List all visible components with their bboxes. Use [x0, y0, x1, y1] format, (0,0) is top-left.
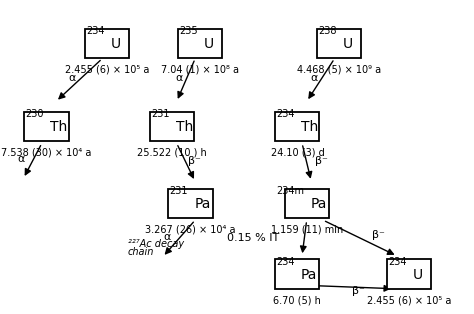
Bar: [150, 111, 194, 141]
Text: 234: 234: [276, 257, 295, 267]
Text: 234m: 234m: [276, 186, 304, 196]
Text: 235: 235: [179, 26, 198, 36]
Text: Pa: Pa: [310, 198, 327, 211]
Bar: [275, 111, 319, 141]
Text: 234: 234: [276, 109, 295, 119]
Text: 1.159 (11) min: 1.159 (11) min: [271, 225, 343, 235]
Text: 4.468 (5) × 10⁹ a: 4.468 (5) × 10⁹ a: [297, 65, 381, 74]
Bar: [25, 111, 69, 141]
Text: α: α: [164, 232, 171, 242]
Text: Th: Th: [50, 121, 67, 134]
Text: chain: chain: [128, 247, 154, 257]
Text: U: U: [412, 268, 423, 282]
Text: α: α: [18, 154, 25, 165]
Text: 231: 231: [170, 186, 188, 196]
Text: β⁻: β⁻: [315, 156, 328, 166]
Text: U: U: [203, 37, 214, 51]
Text: Pa: Pa: [194, 198, 210, 211]
Text: 6.70 (5) h: 6.70 (5) h: [273, 295, 321, 305]
Bar: [178, 29, 222, 58]
Text: α: α: [310, 73, 317, 83]
Text: α: α: [68, 73, 76, 83]
Bar: [85, 29, 129, 58]
Text: 230: 230: [26, 109, 44, 119]
Text: 0.15 % IT: 0.15 % IT: [227, 233, 279, 243]
Text: U: U: [110, 37, 121, 51]
Bar: [317, 29, 361, 58]
Bar: [284, 188, 329, 218]
Text: Th: Th: [301, 121, 319, 134]
Text: 238: 238: [319, 26, 337, 36]
Text: 234: 234: [86, 26, 105, 36]
Text: α: α: [175, 73, 182, 83]
Text: 25.522 (10 ) h: 25.522 (10 ) h: [137, 148, 207, 158]
Text: 2.455 (6) × 10⁵ a: 2.455 (6) × 10⁵ a: [367, 295, 451, 305]
Text: 7.538 (30) × 10⁴ a: 7.538 (30) × 10⁴ a: [1, 148, 92, 158]
Text: Th: Th: [176, 121, 193, 134]
Bar: [275, 259, 319, 289]
Text: 234: 234: [388, 257, 407, 267]
Text: Pa: Pa: [301, 268, 318, 282]
Text: 2.455 (6) × 10⁵ a: 2.455 (6) × 10⁵ a: [65, 65, 149, 74]
Text: ²²⁷Ac decay: ²²⁷Ac decay: [128, 239, 184, 249]
Bar: [168, 188, 213, 218]
Text: U: U: [343, 37, 353, 51]
Bar: [387, 259, 431, 289]
Text: β⁻: β⁻: [188, 156, 201, 166]
Text: β⁻: β⁻: [352, 285, 365, 295]
Text: 3.267 (26) × 10⁴ a: 3.267 (26) × 10⁴ a: [146, 225, 236, 235]
Text: 7.04 (1) × 10⁸ a: 7.04 (1) × 10⁸ a: [161, 65, 239, 74]
Text: 24.10 (3) d: 24.10 (3) d: [271, 148, 324, 158]
Text: β⁻: β⁻: [372, 230, 384, 240]
Text: 231: 231: [151, 109, 170, 119]
